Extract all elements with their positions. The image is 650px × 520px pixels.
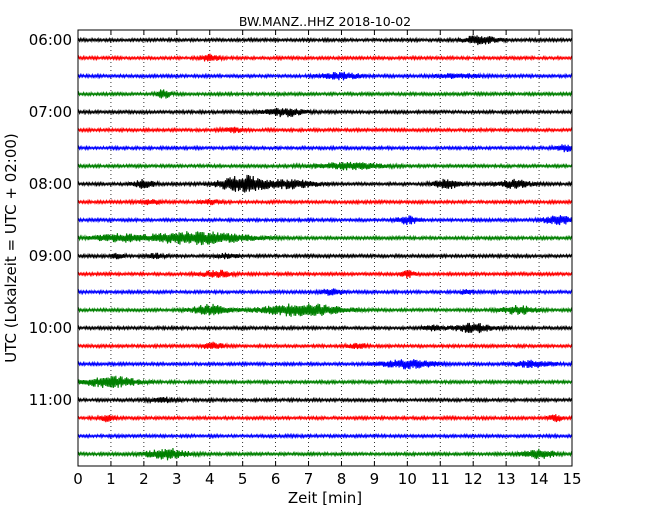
- trace-07:00: [77, 107, 573, 118]
- trace-11:15: [77, 414, 573, 423]
- seismogram-traces: [77, 35, 573, 461]
- x-tick-label: 0: [73, 470, 83, 488]
- y-axis-ticks: 06:00 07:00 08:00 09:00 10:00 11:00: [29, 31, 572, 409]
- trace-06:45: [77, 89, 573, 99]
- y-axis-label: UTC (Lokalzeit = UTC + 02:00): [2, 133, 20, 363]
- trace-06:30: [77, 71, 573, 81]
- trace-06:00: [77, 35, 573, 46]
- x-gridlines: [110, 30, 540, 466]
- x-tick-label: 6: [271, 470, 281, 488]
- trace-09:15: [77, 269, 573, 279]
- trace-11:00: [77, 396, 573, 404]
- trace-07:15: [77, 126, 573, 134]
- x-axis-label: Zeit [min]: [288, 489, 362, 507]
- y-tick-label: 09:00: [29, 247, 72, 265]
- x-tick-label: 9: [370, 470, 380, 488]
- trace-07:30: [77, 144, 573, 153]
- y-tick-label: 11:00: [29, 391, 72, 409]
- trace-08:15: [77, 198, 573, 206]
- plot-frame: [77, 29, 573, 467]
- x-tick-label: 2: [139, 470, 149, 488]
- x-tick-label: 15: [562, 470, 581, 488]
- trace-09:45: [77, 303, 573, 317]
- trace-09:00: [77, 252, 573, 260]
- x-tick-label: 4: [205, 470, 215, 488]
- y-tick-label: 06:00: [29, 31, 72, 49]
- trace-06:15: [77, 53, 573, 62]
- trace-10:45: [77, 375, 573, 388]
- x-tick-label: 5: [238, 470, 248, 488]
- x-axis-ticks: 0 1 2 3 4 5 6 7 8 9 10 11 12 13 14 15: [73, 30, 582, 488]
- x-tick-label: 13: [497, 470, 516, 488]
- chart-title: BW.MANZ..HHZ 2018-10-02: [239, 14, 411, 29]
- trace-09:30: [77, 288, 573, 296]
- trace-10:30: [77, 359, 573, 370]
- trace-08:00: [77, 174, 573, 193]
- x-tick-label: 1: [106, 470, 116, 488]
- trace-08:30: [77, 215, 573, 226]
- x-tick-label: 8: [337, 470, 347, 488]
- trace-10:00: [77, 322, 573, 334]
- y-tick-label: 10:00: [29, 319, 72, 337]
- trace-07:45: [77, 161, 573, 171]
- y-tick-label: 07:00: [29, 103, 72, 121]
- x-tick-label: 3: [172, 470, 182, 488]
- trace-10:15: [77, 341, 573, 350]
- y-tick-label: 08:00: [29, 175, 72, 193]
- x-tick-label: 14: [530, 470, 549, 488]
- trace-11:45: [77, 448, 573, 461]
- x-tick-label: 7: [304, 470, 314, 488]
- trace-11:30: [77, 432, 573, 440]
- x-tick-label: 12: [464, 470, 483, 488]
- x-tick-label: 11: [431, 470, 450, 488]
- x-tick-label: 10: [398, 470, 417, 488]
- trace-08:45: [77, 231, 573, 246]
